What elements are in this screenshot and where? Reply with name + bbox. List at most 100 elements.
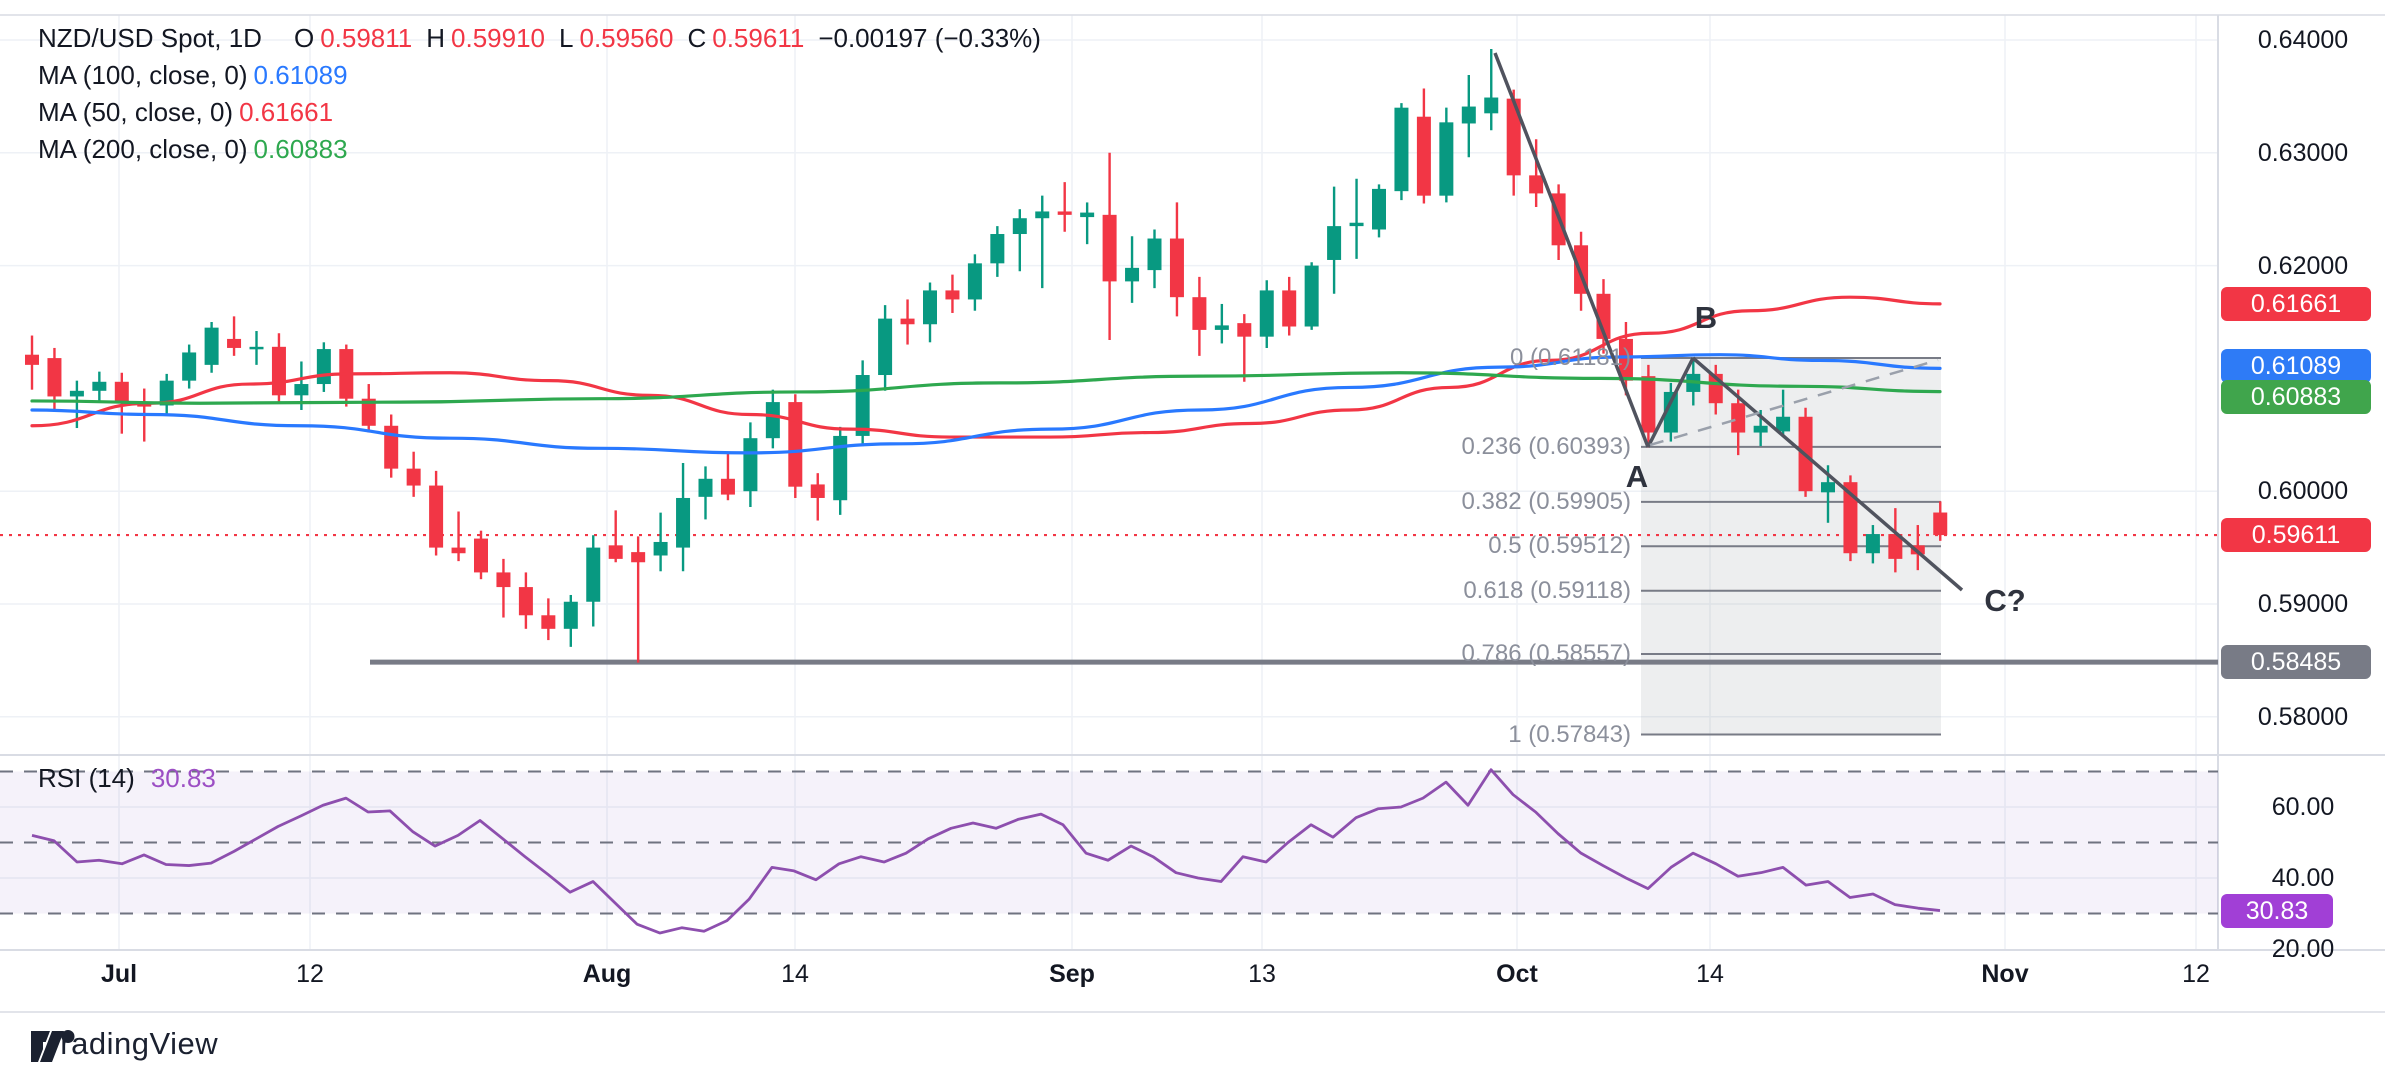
candle: [474, 538, 488, 573]
candle: [720, 478, 735, 495]
rsi-label: RSI (14): [38, 763, 135, 793]
ma100-value: 0.61089: [253, 60, 348, 90]
candle: [1776, 416, 1791, 432]
candle: [676, 497, 691, 548]
candle: [923, 290, 937, 325]
symbol-legend: NZD/USD Spot, 1D O 0.59811 H 0.59910 L 0.59…: [38, 20, 1041, 168]
candle: [765, 402, 780, 439]
candle: [1865, 534, 1880, 554]
candle: [1214, 325, 1229, 330]
candle: [1012, 218, 1027, 235]
fib-level-label: 0 (0.61181): [1510, 343, 1631, 371]
close-value: 0.59611: [712, 23, 805, 53]
candle: [1327, 226, 1342, 260]
ma50-value: 0.61661: [239, 97, 334, 127]
open-label: O: [293, 23, 315, 53]
price-axis-tick[interactable]: 0.64000: [2257, 26, 2349, 54]
rsi-value-badge: 30.83: [2221, 893, 2333, 928]
time-axis-label[interactable]: Aug: [582, 960, 632, 988]
candle: [990, 234, 1005, 264]
high-value: 0.59910: [451, 23, 546, 53]
pattern-letter-C: C?: [1984, 583, 2026, 618]
candle: [810, 484, 825, 498]
candle: [1147, 238, 1162, 271]
tradingview-logo[interactable]: TradingView: [30, 1026, 218, 1062]
price-axis-tick[interactable]: 0.63000: [2257, 138, 2349, 167]
time-axis-label[interactable]: Oct: [1496, 960, 1538, 988]
candle: [743, 438, 758, 492]
candle: [406, 468, 421, 486]
candle: [271, 346, 286, 396]
ma50-label: MA (50, close, 0): [38, 97, 234, 127]
fib-level-label: 0.786 (0.58557): [1461, 639, 1631, 667]
time-axis-label[interactable]: 12: [2182, 960, 2210, 988]
time-axis-label[interactable]: 12: [296, 960, 324, 988]
candle: [1035, 211, 1050, 219]
candle: [1843, 482, 1858, 554]
time-axis-label[interactable]: Nov: [1981, 960, 2029, 988]
candle: [1125, 267, 1140, 282]
candle: [1484, 97, 1499, 114]
time-axis-label[interactable]: 13: [1248, 960, 1276, 988]
time-axis-label[interactable]: 14: [781, 960, 809, 988]
pattern-letter-A: A: [1625, 459, 1649, 494]
candle: [1641, 376, 1656, 433]
candle: [69, 390, 84, 397]
candle: [429, 485, 444, 548]
time-axis-label[interactable]: Jul: [100, 960, 138, 988]
candle: [698, 478, 713, 497]
rsi-axis-tick[interactable]: 60.00: [2271, 793, 2335, 821]
fib-level-label: 0.5 (0.59512): [1488, 532, 1631, 560]
candle: [47, 358, 62, 397]
candle: [1102, 214, 1117, 282]
ma200-legend-row[interactable]: MA (200, close, 0) 0.60883: [38, 131, 1041, 168]
candle: [945, 290, 960, 300]
candle: [182, 352, 197, 381]
change-value: −0.00197 (−0.33%): [818, 23, 1041, 53]
candle: [1731, 403, 1746, 433]
candle: [586, 547, 601, 602]
rsi-value: 30.83: [150, 763, 216, 793]
high-label: H: [426, 23, 446, 53]
price-value-badge: 0.59611: [2221, 518, 2371, 553]
tradingview-logo-icon: [31, 1030, 75, 1062]
price-axis-tick[interactable]: 0.59000: [2257, 590, 2349, 618]
price-axis-tick[interactable]: 0.62000: [2257, 251, 2349, 280]
open-value: 0.59811: [320, 23, 413, 53]
price-axis-tick[interactable]: 0.60000: [2257, 477, 2349, 506]
candle: [1439, 122, 1454, 196]
candle: [878, 318, 893, 376]
candle: [518, 587, 533, 616]
candle: [788, 402, 803, 487]
candle: [1618, 338, 1633, 381]
fib-level-label: 0.236 (0.60393): [1461, 432, 1631, 460]
candle: [249, 346, 264, 350]
close-label: C: [687, 23, 707, 53]
ma50-legend-row[interactable]: MA (50, close, 0) 0.61661: [38, 94, 1041, 131]
candle: [1888, 534, 1903, 559]
ohlc-row[interactable]: NZD/USD Spot, 1D O 0.59811 H 0.59910 L 0.59…: [38, 20, 1041, 57]
candle: [294, 384, 309, 396]
fib-level-label: 0.618 (0.59118): [1463, 576, 1631, 604]
candle: [1933, 512, 1948, 536]
candle: [92, 381, 107, 391]
ma200-value: 0.60883: [253, 134, 348, 164]
symbol-title: NZD/USD Spot, 1D: [38, 23, 262, 53]
candle: [1529, 175, 1544, 194]
candle: [1416, 116, 1431, 196]
rsi-axis-tick[interactable]: 20.00: [2271, 935, 2335, 963]
rsi-axis-tick[interactable]: 40.00: [2271, 864, 2335, 892]
candle: [563, 601, 578, 629]
rsi-legend-row[interactable]: RSI (14) 30.83: [38, 763, 216, 794]
low-value: 0.59560: [579, 23, 674, 53]
ma100-legend-row[interactable]: MA (100, close, 0) 0.61089: [38, 57, 1041, 94]
time-axis-label[interactable]: Sep: [1049, 960, 1095, 988]
low-label: L: [559, 23, 574, 53]
candle: [1394, 107, 1409, 192]
price-axis-tick[interactable]: 0.58000: [2257, 702, 2349, 731]
candle: [1372, 188, 1386, 230]
candle: [1663, 391, 1678, 433]
time-axis-label[interactable]: 14: [1696, 960, 1724, 988]
